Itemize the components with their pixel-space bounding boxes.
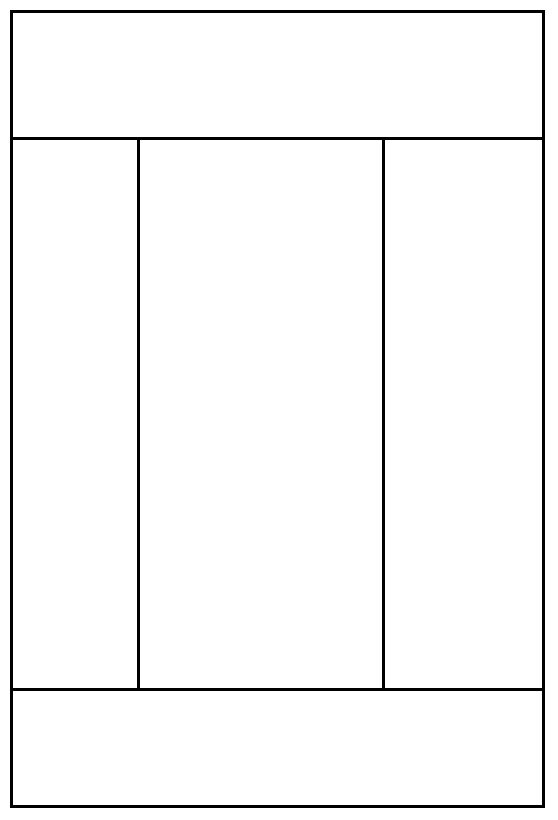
wireframe-container xyxy=(10,10,545,808)
center-column xyxy=(140,140,385,688)
footer-cell xyxy=(10,688,545,808)
left-column xyxy=(10,140,140,688)
middle-row xyxy=(10,140,545,688)
right-column xyxy=(385,140,545,688)
header-cell xyxy=(10,10,545,140)
